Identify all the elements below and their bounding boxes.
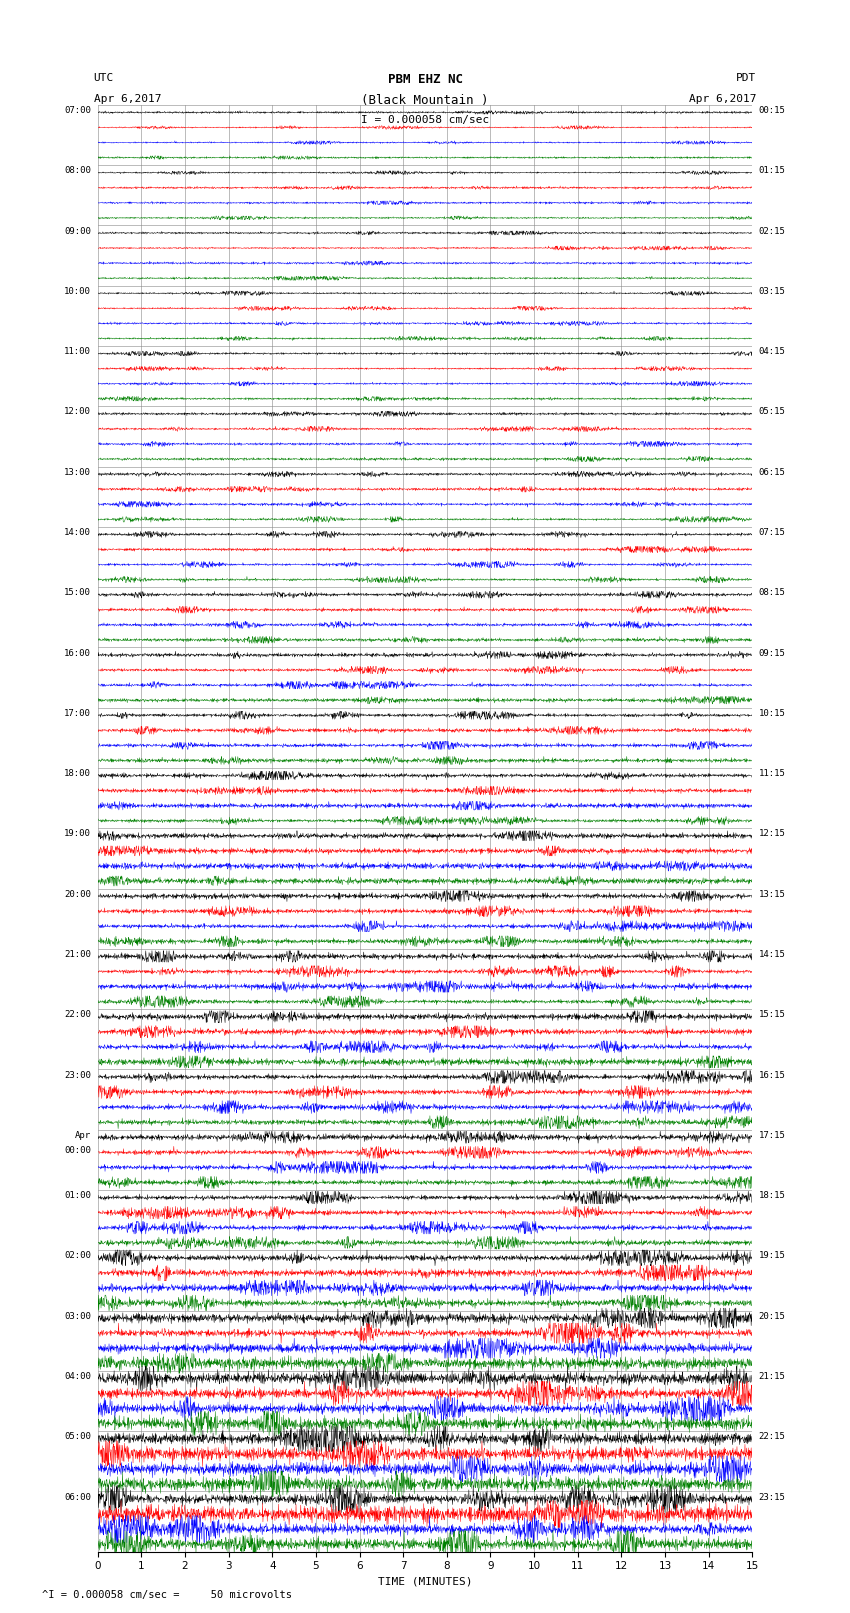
Text: 06:00: 06:00 [65, 1492, 91, 1502]
Text: 02:15: 02:15 [759, 226, 785, 235]
Text: 08:15: 08:15 [759, 589, 785, 597]
Text: 07:00: 07:00 [65, 106, 91, 115]
Text: 21:15: 21:15 [759, 1373, 785, 1381]
Text: 10:00: 10:00 [65, 287, 91, 295]
Text: 22:00: 22:00 [65, 1010, 91, 1019]
Text: 08:00: 08:00 [65, 166, 91, 176]
Text: 16:15: 16:15 [759, 1071, 785, 1079]
Text: 14:15: 14:15 [759, 950, 785, 960]
Text: 03:15: 03:15 [759, 287, 785, 295]
Text: 10:15: 10:15 [759, 708, 785, 718]
Text: 13:00: 13:00 [65, 468, 91, 477]
Text: 22:15: 22:15 [759, 1432, 785, 1442]
Text: 01:15: 01:15 [759, 166, 785, 176]
Text: I = 0.000058 cm/sec: I = 0.000058 cm/sec [361, 115, 489, 124]
Text: 06:15: 06:15 [759, 468, 785, 477]
Text: 02:00: 02:00 [65, 1252, 91, 1260]
Text: 12:00: 12:00 [65, 408, 91, 416]
Text: 09:00: 09:00 [65, 226, 91, 235]
Text: Apr 6,2017: Apr 6,2017 [94, 94, 161, 103]
Text: 15:15: 15:15 [759, 1010, 785, 1019]
Text: UTC: UTC [94, 73, 114, 82]
Text: 04:15: 04:15 [759, 347, 785, 356]
Text: 00:00: 00:00 [65, 1147, 91, 1155]
Text: 20:15: 20:15 [759, 1311, 785, 1321]
Text: 16:00: 16:00 [65, 648, 91, 658]
Text: 13:15: 13:15 [759, 890, 785, 898]
Text: Apr 6,2017: Apr 6,2017 [689, 94, 756, 103]
Text: Apr: Apr [75, 1131, 91, 1140]
Text: (Black Mountain ): (Black Mountain ) [361, 94, 489, 106]
Text: 18:15: 18:15 [759, 1190, 785, 1200]
Text: 11:00: 11:00 [65, 347, 91, 356]
Text: 14:00: 14:00 [65, 527, 91, 537]
Text: 17:00: 17:00 [65, 708, 91, 718]
Text: 20:00: 20:00 [65, 890, 91, 898]
Text: 23:00: 23:00 [65, 1071, 91, 1079]
Text: 04:00: 04:00 [65, 1373, 91, 1381]
Text: 00:15: 00:15 [759, 106, 785, 115]
Text: 15:00: 15:00 [65, 589, 91, 597]
Text: 12:15: 12:15 [759, 829, 785, 839]
X-axis label: TIME (MINUTES): TIME (MINUTES) [377, 1578, 473, 1587]
Text: 19:00: 19:00 [65, 829, 91, 839]
Text: PBM EHZ NC: PBM EHZ NC [388, 73, 462, 85]
Text: 11:15: 11:15 [759, 769, 785, 777]
Text: 19:15: 19:15 [759, 1252, 785, 1260]
Text: 01:00: 01:00 [65, 1190, 91, 1200]
Text: 23:15: 23:15 [759, 1492, 785, 1502]
Text: ^I = 0.000058 cm/sec =     50 microvolts: ^I = 0.000058 cm/sec = 50 microvolts [42, 1590, 292, 1600]
Text: 05:15: 05:15 [759, 408, 785, 416]
Text: PDT: PDT [736, 73, 756, 82]
Text: 07:15: 07:15 [759, 527, 785, 537]
Text: 17:15: 17:15 [759, 1131, 785, 1140]
Text: 05:00: 05:00 [65, 1432, 91, 1442]
Text: 21:00: 21:00 [65, 950, 91, 960]
Text: 09:15: 09:15 [759, 648, 785, 658]
Text: 18:00: 18:00 [65, 769, 91, 777]
Text: 03:00: 03:00 [65, 1311, 91, 1321]
